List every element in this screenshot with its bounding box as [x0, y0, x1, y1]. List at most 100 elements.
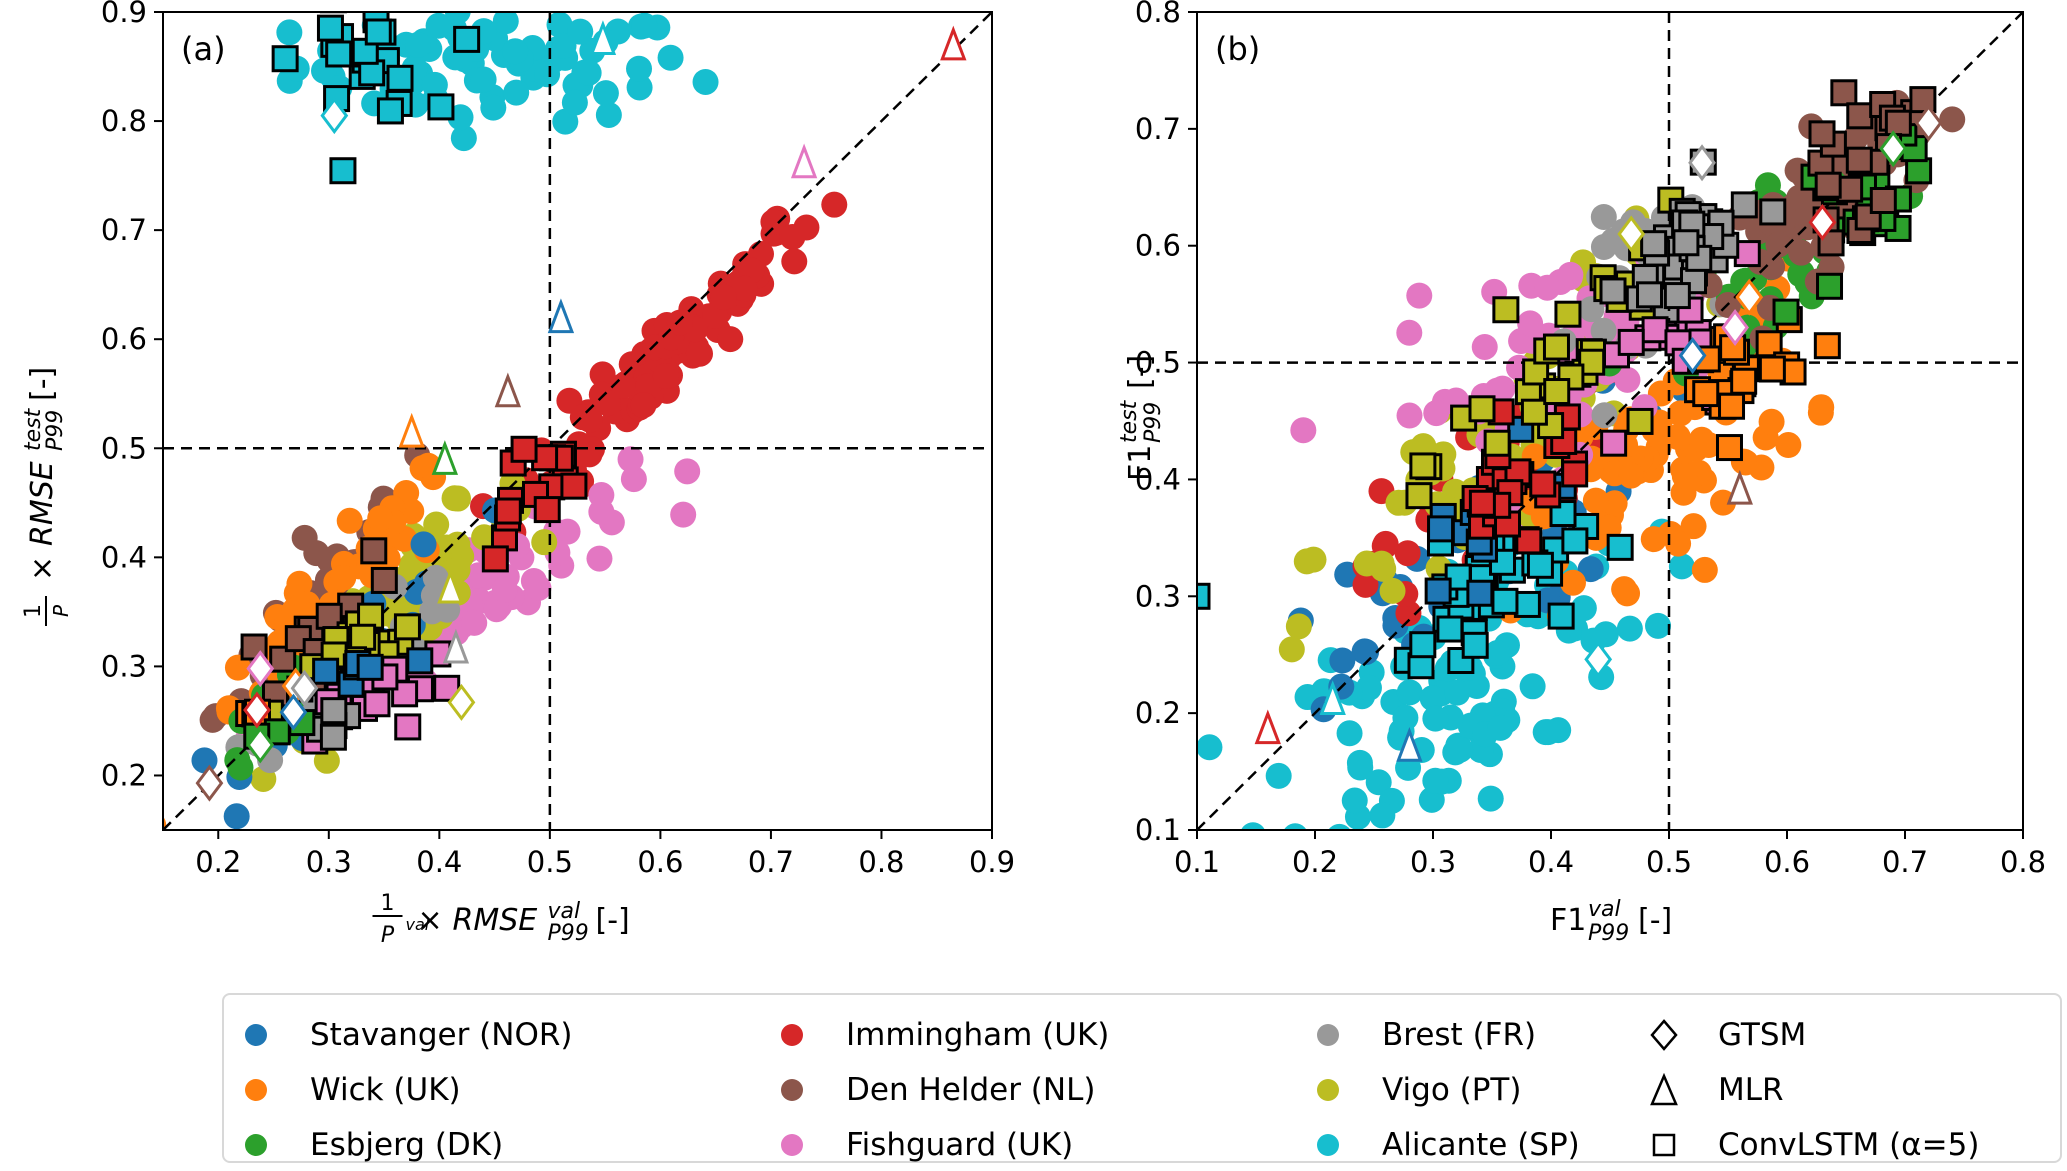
point-circle: [480, 94, 507, 121]
x-tick-label: 0.3: [1410, 845, 1456, 879]
point-circle: [1614, 366, 1641, 393]
gtsm-marker: [1617, 215, 1646, 253]
point-square: [406, 647, 434, 675]
y-tick-label: 0.2: [101, 758, 147, 792]
point-circle: [1471, 333, 1498, 360]
point-circle: [1406, 282, 1433, 309]
legend-item-immingham: Immingham (UK): [772, 1015, 1109, 1055]
svg-text:1: 1: [381, 891, 395, 916]
point-circle: [503, 79, 530, 106]
svg-text:val: val: [548, 899, 581, 924]
point-circle: [502, 38, 529, 65]
x-tick-label: 0.6: [637, 845, 683, 879]
point-circle: [470, 66, 497, 93]
point-square: [1405, 482, 1433, 510]
point-circle: [1241, 822, 1265, 830]
point-circle: [717, 326, 744, 353]
point-square: [481, 545, 509, 573]
point-circle: [1939, 106, 1966, 133]
point-circle: [1519, 673, 1546, 700]
legend-dot-icon: [781, 1134, 803, 1156]
point-circle: [1447, 736, 1474, 763]
point-square: [1772, 298, 1800, 326]
point-circle: [1210, 876, 1236, 902]
gtsm-marker: [246, 726, 275, 764]
legend-label: Den Helder (NL): [846, 1072, 1096, 1108]
point-circle: [657, 44, 684, 71]
point-circle: [1710, 489, 1737, 516]
point-circle: [303, 540, 330, 567]
svg-text:test: test: [1117, 399, 1142, 443]
point-square: [316, 14, 344, 42]
point-circle: [1559, 569, 1586, 596]
mlr-marker: [589, 20, 617, 55]
point-circle: [224, 747, 251, 774]
legend-label: Immingham (UK): [846, 1017, 1110, 1053]
x-tick-label: 0.7: [748, 845, 794, 879]
point-circle: [1668, 553, 1695, 580]
point-circle: [423, 511, 450, 538]
legend-label: Esbjerg (DK): [310, 1127, 504, 1163]
svg-text:[-]: [-]: [25, 367, 60, 401]
point-square: [1814, 171, 1842, 199]
point-square: [1884, 109, 1912, 137]
point-circle: [1590, 317, 1617, 344]
point-square: [1905, 157, 1933, 185]
point-square: [393, 613, 421, 641]
point-square: [1759, 198, 1787, 226]
point-circle: [630, 392, 657, 419]
x-tick-label: 0.5: [527, 845, 573, 879]
point-circle: [1197, 734, 1223, 761]
point-circle: [286, 570, 313, 597]
plot-area: [1197, 12, 2023, 902]
point-circle: [1352, 571, 1379, 598]
mlr-marker: [442, 628, 470, 664]
legend-item-brest: Brest (FR): [1308, 1015, 1536, 1055]
point-square: [363, 690, 391, 718]
point-circle: [1517, 310, 1544, 337]
point-circle: [1842, 124, 1869, 151]
point-square: [1730, 191, 1758, 219]
y-tick-label: 0.3: [1135, 579, 1181, 613]
gtsm-marker: [195, 764, 224, 802]
point-square: [1409, 631, 1437, 659]
point-square: [1529, 470, 1557, 498]
point-square: [320, 697, 348, 725]
point-circle: [421, 71, 448, 98]
point-square: [1513, 590, 1541, 618]
point-square: [1600, 429, 1628, 457]
square-icon: [1652, 1133, 1676, 1157]
point-square: [1636, 281, 1664, 309]
point-circle: [450, 125, 477, 152]
point-square: [1468, 395, 1496, 423]
svg-text:val: val: [406, 915, 430, 934]
point-circle: [1290, 417, 1317, 444]
y-tick-label: 0.8: [101, 104, 147, 138]
point-circle: [1765, 231, 1792, 258]
point-circle: [330, 564, 357, 591]
point-square: [1491, 587, 1519, 615]
point-square: [1526, 551, 1554, 579]
point-circle: [1328, 823, 1351, 830]
x-tick-label: 0.3: [306, 845, 352, 879]
point-circle: [1379, 577, 1406, 604]
gtsm-marker: [290, 669, 319, 707]
point-circle: [1484, 639, 1511, 666]
point-circle: [191, 747, 218, 774]
point-square: [1520, 398, 1548, 426]
gtsm-marker: [243, 691, 271, 729]
svg-text:×: ×: [418, 903, 443, 938]
point-circle: [534, 61, 561, 88]
point-circle: [1671, 463, 1698, 490]
point-square: [1640, 230, 1668, 258]
y-tick-label: 0.7: [101, 213, 147, 247]
legend-item-gtsm: GTSM: [1644, 1015, 1806, 1055]
point-circle: [224, 654, 251, 681]
legend-dot-icon: [781, 1024, 803, 1046]
figure: 0.2 0.3 0.4 0.5 0.6 0.7 0.8 0.90.20.30.40.50.60…: [21, 0, 2046, 948]
point-circle: [1590, 203, 1617, 230]
mlr-marker: [940, 25, 967, 61]
point-circle: [461, 609, 488, 636]
